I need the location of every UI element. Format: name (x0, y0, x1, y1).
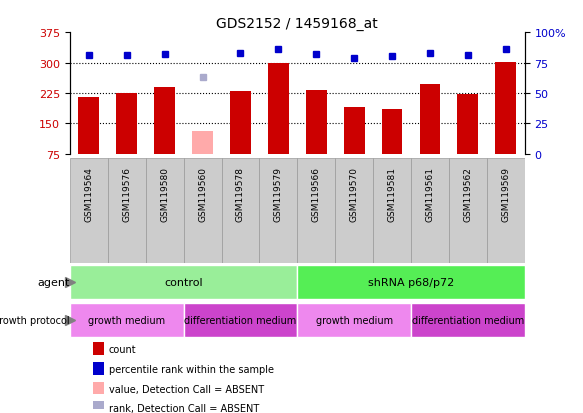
Bar (306, 91, 326, 154)
Bar (70, 265, 297, 299)
Bar (70, 159, 108, 263)
Text: differentiation medium: differentiation medium (184, 315, 297, 325)
Bar (93, 382, 104, 394)
Text: GSM119562: GSM119562 (463, 167, 472, 222)
Bar (79, 98, 99, 154)
Bar (230, 92, 251, 154)
Text: GSM119564: GSM119564 (85, 167, 93, 222)
Bar (93, 342, 104, 355)
Text: GSM119560: GSM119560 (198, 167, 207, 222)
Text: GSM119580: GSM119580 (160, 167, 169, 222)
Text: rank, Detection Call = ABSENT: rank, Detection Call = ABSENT (108, 403, 259, 413)
Bar (70, 303, 184, 337)
Text: GSM119561: GSM119561 (426, 167, 434, 222)
Bar (411, 303, 525, 337)
Text: GSM119570: GSM119570 (350, 167, 359, 222)
Text: GSM119566: GSM119566 (312, 167, 321, 222)
Bar (268, 64, 289, 154)
Text: value, Detection Call = ABSENT: value, Detection Call = ABSENT (108, 384, 264, 394)
Bar (222, 159, 259, 263)
Bar (420, 84, 440, 154)
Bar (344, 108, 364, 154)
Text: agent: agent (37, 277, 70, 287)
Bar (487, 159, 525, 263)
Text: GSM119569: GSM119569 (501, 167, 510, 222)
Bar (184, 159, 222, 263)
Bar (297, 159, 335, 263)
Text: shRNA p68/p72: shRNA p68/p72 (368, 277, 454, 287)
Text: GSM119576: GSM119576 (122, 167, 131, 222)
Title: GDS2152 / 1459168_at: GDS2152 / 1459168_at (216, 17, 378, 31)
Bar (297, 265, 525, 299)
Bar (411, 159, 449, 263)
Bar (449, 159, 487, 263)
Bar (184, 303, 297, 337)
Bar (93, 401, 104, 413)
Text: GSM119581: GSM119581 (388, 167, 396, 222)
Bar (458, 95, 478, 154)
Bar (154, 88, 175, 154)
Text: growth medium: growth medium (315, 315, 393, 325)
Bar (108, 159, 146, 263)
Text: GSM119579: GSM119579 (274, 167, 283, 222)
Bar (93, 362, 104, 375)
Text: GSM119578: GSM119578 (236, 167, 245, 222)
Text: growth protocol: growth protocol (0, 315, 70, 325)
Bar (382, 109, 402, 154)
Text: growth medium: growth medium (88, 315, 166, 325)
Bar (117, 94, 137, 154)
Bar (192, 132, 213, 154)
Text: differentiation medium: differentiation medium (412, 315, 524, 325)
Bar (335, 159, 373, 263)
Text: control: control (164, 277, 203, 287)
Bar (259, 159, 297, 263)
Text: percentile rank within the sample: percentile rank within the sample (108, 364, 273, 374)
Text: count: count (108, 344, 136, 354)
Bar (146, 159, 184, 263)
Bar (297, 303, 411, 337)
Bar (373, 159, 411, 263)
Bar (496, 62, 516, 154)
